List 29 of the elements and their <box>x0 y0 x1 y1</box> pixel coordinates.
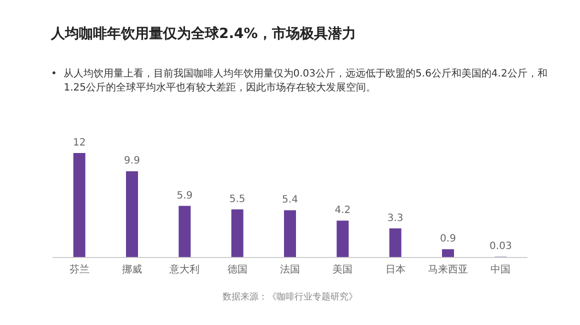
data-label: 5.9 <box>176 190 193 202</box>
data-label: 5.5 <box>229 194 246 205</box>
x-tick-label: 意大利 <box>168 264 200 276</box>
source-note: 数据来源：《咖啡行业专题研究》 <box>222 292 358 302</box>
data-label: 0.03 <box>490 241 512 252</box>
bar <box>231 209 244 257</box>
data-label: 12 <box>72 138 86 148</box>
x-tick-label: 中国 <box>490 264 511 276</box>
bar <box>73 153 86 257</box>
x-tick-label: 芬兰 <box>69 264 90 276</box>
data-label: 5.4 <box>282 194 298 206</box>
x-tick-label: 德国 <box>227 264 248 276</box>
bar <box>126 171 138 257</box>
x-tick-label: 日本 <box>385 264 406 276</box>
x-tick-label: 挪威 <box>122 264 142 276</box>
chart-title: 人均咖啡年饮用量仅为全球2.4%，市场极具潜力 <box>50 25 356 42</box>
x-tick-label: 美国 <box>332 264 353 276</box>
bar <box>389 228 402 257</box>
data-label: 0.9 <box>440 234 456 245</box>
x-tick-label: 马来西亚 <box>428 264 468 276</box>
chart-subtitle: • 从人均饮用量上看，目前我国咖啡人均年饮用量仅为0.03公斤，远远低于欧盟的5.6公斤和美国的4.2公斤，和 1.25公斤的全球平均水平也有较大差距，因此市场存在较大发展空间。 <box>51 68 548 94</box>
bar <box>284 210 296 257</box>
data-label: 9.9 <box>124 156 140 167</box>
x-tick-label: 法国 <box>280 264 300 276</box>
data-label: 3.3 <box>387 212 404 224</box>
bar <box>336 220 349 257</box>
bar <box>178 206 191 257</box>
data-label: 4.2 <box>334 205 351 216</box>
bar <box>442 249 454 257</box>
